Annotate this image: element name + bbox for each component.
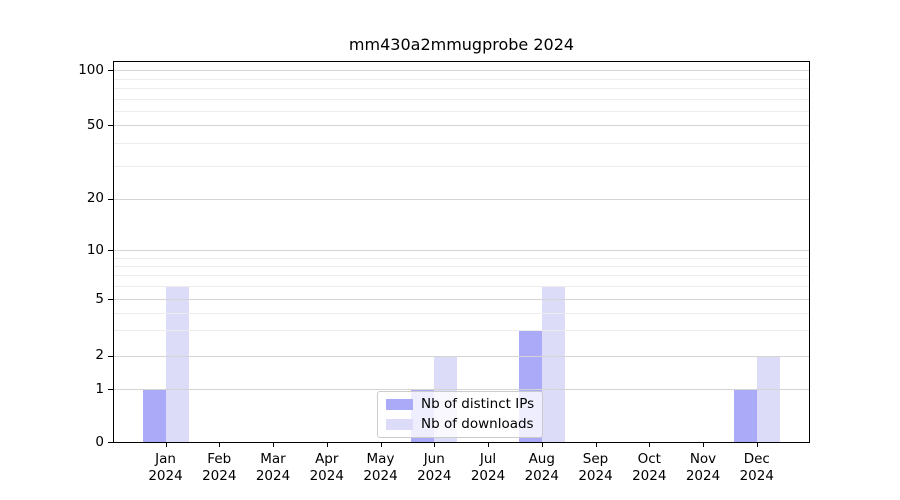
gridline-minor xyxy=(114,257,809,259)
gridline-minor xyxy=(114,265,809,267)
y-tick-label: 0 xyxy=(95,433,104,450)
y-tick xyxy=(108,198,113,200)
x-tick-label-jan: Jan 2024 xyxy=(148,451,183,484)
y-tick xyxy=(108,389,113,390)
y-tick xyxy=(108,442,113,443)
x-tick xyxy=(380,443,382,447)
y-tick xyxy=(108,250,113,252)
gridline-minor xyxy=(114,312,809,314)
x-tick xyxy=(434,443,436,447)
y-tick-label: 100 xyxy=(78,61,104,78)
x-tick xyxy=(756,443,758,447)
x-tick-label-apr: Apr 2024 xyxy=(309,451,344,484)
gridline-major xyxy=(114,389,809,390)
gridline-minor xyxy=(114,286,809,288)
y-tick-label: 5 xyxy=(95,290,104,307)
y-tick-label: 1 xyxy=(95,380,104,397)
distinct-ips-swatch-icon xyxy=(386,399,413,410)
plot-area xyxy=(113,61,810,443)
gridline-major xyxy=(114,198,809,200)
x-tick-label-feb: Feb 2024 xyxy=(202,451,237,484)
x-tick xyxy=(326,443,328,447)
y-tick-label: 50 xyxy=(86,116,104,133)
x-tick xyxy=(165,443,167,447)
legend-item-distinct-ips: Nb of distinct IPs xyxy=(386,396,534,413)
bar-distinct-ips-dec xyxy=(733,389,757,442)
x-tick-label-sep: Sep 2024 xyxy=(578,451,613,484)
gridline-major xyxy=(114,250,809,252)
bar-downloads-aug xyxy=(541,286,565,442)
x-tick-label-nov: Nov 2024 xyxy=(685,451,721,484)
gridline-major xyxy=(114,299,809,300)
x-tick xyxy=(703,443,704,447)
x-tick-label-jun: Jun 2024 xyxy=(417,451,452,484)
x-tick xyxy=(488,443,489,447)
legend-item-downloads: Nb of downloads xyxy=(386,416,534,433)
x-tick-label-oct: Oct 2024 xyxy=(632,451,667,484)
gridline-minor xyxy=(114,78,809,80)
legend-label-distinct-ips: Nb of distinct IPs xyxy=(421,396,535,412)
gridline-major xyxy=(114,125,809,127)
bar-distinct-ips-jan xyxy=(142,389,166,442)
gridline-minor xyxy=(114,166,809,168)
x-tick-label-dec: Dec 2024 xyxy=(739,451,774,484)
y-tick xyxy=(108,299,113,300)
y-tick xyxy=(108,355,113,357)
y-tick-label: 20 xyxy=(86,190,104,206)
gridline-major xyxy=(114,355,809,357)
x-tick xyxy=(595,443,597,447)
x-tick xyxy=(273,443,274,447)
axis-spine-left xyxy=(113,61,114,443)
x-tick-label-may: May 2024 xyxy=(363,451,398,484)
x-tick xyxy=(649,443,651,447)
gridline-minor xyxy=(114,330,809,332)
chart-title: mm430a2mmugprobe 2024 xyxy=(348,35,575,54)
x-tick-label-aug: Aug 2024 xyxy=(524,451,559,484)
axis-spine-top xyxy=(113,61,810,62)
bar-downloads-dec xyxy=(756,355,780,442)
gridline-minor xyxy=(114,143,809,145)
y-tick xyxy=(108,125,113,127)
gridline-minor xyxy=(114,88,809,89)
gridline-minor xyxy=(114,275,809,277)
legend-label-downloads: Nb of downloads xyxy=(421,416,534,432)
x-tick-label-jul: Jul 2024 xyxy=(470,451,506,484)
x-tick xyxy=(219,443,221,447)
x-tick xyxy=(541,443,543,447)
y-tick-label: 2 xyxy=(95,347,104,363)
x-tick-label-mar: Mar 2024 xyxy=(255,451,291,484)
downloads-swatch-icon xyxy=(386,419,413,430)
axis-spine-right xyxy=(809,61,810,443)
chart-legend: Nb of distinct IPs Nb of downloads xyxy=(377,391,544,438)
gridline-major xyxy=(114,70,809,72)
y-tick-label: 10 xyxy=(86,241,104,258)
axis-spine-bottom xyxy=(113,442,810,443)
bar-downloads-jan xyxy=(165,286,189,442)
y-tick xyxy=(108,70,113,72)
gridline-minor xyxy=(114,110,809,112)
gridline-minor xyxy=(114,98,809,100)
